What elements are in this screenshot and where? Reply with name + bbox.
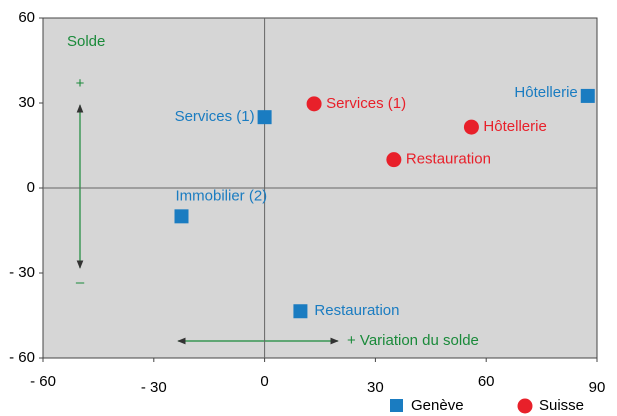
annotation: + Variation du solde	[347, 332, 479, 349]
point-label: Services (1)	[326, 95, 406, 112]
point-label: Restauration	[314, 302, 399, 319]
y-tick-label: 0	[27, 179, 35, 196]
x-tick-label: 90	[589, 379, 606, 396]
annotation: –	[76, 274, 85, 291]
legend-swatch	[390, 399, 403, 412]
x-tick-label: 60	[478, 373, 495, 390]
point	[580, 88, 595, 103]
x-tick-label: - 60	[30, 373, 56, 390]
y-tick-label: - 30	[9, 264, 35, 281]
y-tick-label: 30	[18, 94, 35, 111]
y-tick-label: 60	[18, 9, 35, 26]
legend-label: Genève	[411, 397, 464, 414]
y-tick-label: - 60	[9, 349, 35, 366]
point	[386, 152, 402, 168]
point	[293, 304, 308, 319]
point-label: Restauration	[406, 151, 491, 168]
point-label: Immobilier (2)	[176, 187, 268, 204]
point	[463, 119, 479, 135]
legend-label: Suisse	[539, 397, 584, 414]
point	[257, 110, 272, 125]
legend-swatch	[517, 398, 533, 414]
point-label: Services (1)	[175, 108, 255, 125]
annotation: +	[76, 75, 85, 92]
x-tick-label: 0	[260, 373, 268, 390]
x-tick-label: - 30	[141, 379, 167, 396]
point-label: Hôtellerie	[514, 84, 577, 101]
annotation: Solde	[67, 33, 105, 50]
x-tick-label: 30	[367, 379, 384, 396]
point-label: Hôtellerie	[483, 118, 546, 135]
point	[306, 96, 322, 112]
point	[174, 209, 189, 224]
